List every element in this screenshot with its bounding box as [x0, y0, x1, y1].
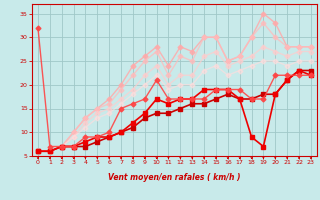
X-axis label: Vent moyen/en rafales ( km/h ): Vent moyen/en rafales ( km/h ): [108, 174, 241, 183]
